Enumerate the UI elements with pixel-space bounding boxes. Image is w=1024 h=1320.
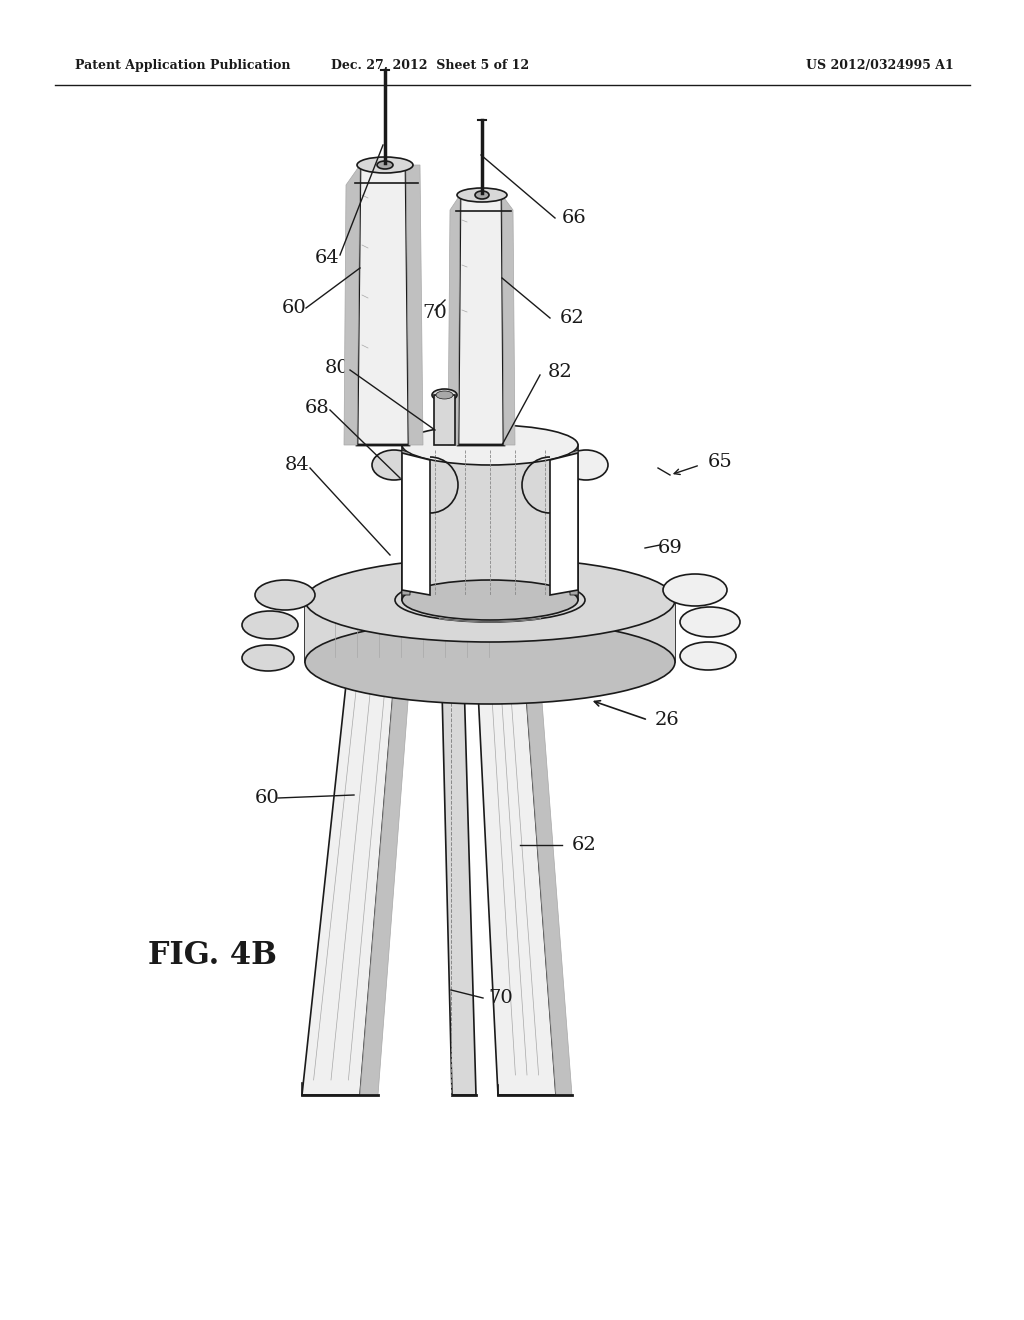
Text: 66: 66 — [562, 209, 587, 227]
Text: 82: 82 — [548, 363, 572, 381]
Text: 60: 60 — [282, 300, 307, 317]
Ellipse shape — [432, 389, 457, 401]
Text: 26: 26 — [655, 711, 680, 729]
Polygon shape — [520, 610, 572, 1096]
Ellipse shape — [680, 642, 736, 671]
Polygon shape — [570, 450, 578, 595]
Text: Dec. 27, 2012  Sheet 5 of 12: Dec. 27, 2012 Sheet 5 of 12 — [331, 58, 529, 71]
Polygon shape — [402, 450, 410, 595]
Polygon shape — [550, 453, 578, 595]
Text: 70: 70 — [422, 304, 446, 322]
Polygon shape — [440, 610, 476, 1096]
Polygon shape — [402, 445, 578, 601]
Text: 69: 69 — [658, 539, 683, 557]
Polygon shape — [305, 601, 675, 663]
Ellipse shape — [377, 161, 393, 169]
Text: 65: 65 — [708, 453, 733, 471]
Text: 70: 70 — [488, 989, 513, 1007]
Ellipse shape — [663, 574, 727, 606]
Polygon shape — [449, 195, 460, 445]
Polygon shape — [502, 195, 515, 445]
Ellipse shape — [242, 645, 294, 671]
Polygon shape — [458, 195, 504, 445]
Text: 84: 84 — [285, 455, 309, 474]
Ellipse shape — [305, 558, 675, 642]
Ellipse shape — [372, 450, 416, 480]
Polygon shape — [357, 165, 409, 445]
Polygon shape — [474, 610, 556, 1096]
Ellipse shape — [255, 579, 315, 610]
Polygon shape — [402, 453, 430, 595]
Polygon shape — [360, 610, 415, 1096]
Ellipse shape — [475, 191, 489, 199]
Ellipse shape — [305, 620, 675, 704]
Polygon shape — [344, 165, 360, 445]
Polygon shape — [302, 610, 400, 1096]
Text: 60: 60 — [255, 789, 280, 807]
Text: Patent Application Publication: Patent Application Publication — [75, 58, 291, 71]
Ellipse shape — [242, 611, 298, 639]
Text: 80: 80 — [325, 359, 350, 378]
Ellipse shape — [357, 157, 413, 173]
Ellipse shape — [402, 425, 578, 465]
Text: 64: 64 — [315, 249, 340, 267]
Polygon shape — [406, 165, 423, 445]
Ellipse shape — [564, 450, 608, 480]
Ellipse shape — [457, 187, 507, 202]
Ellipse shape — [680, 607, 740, 638]
Text: 62: 62 — [560, 309, 585, 327]
Text: 62: 62 — [572, 836, 597, 854]
Polygon shape — [434, 395, 455, 445]
Ellipse shape — [402, 579, 578, 620]
Text: 68: 68 — [305, 399, 330, 417]
Text: US 2012/0324995 A1: US 2012/0324995 A1 — [806, 58, 954, 71]
Ellipse shape — [436, 391, 453, 399]
Text: FIG. 4B: FIG. 4B — [148, 940, 276, 970]
